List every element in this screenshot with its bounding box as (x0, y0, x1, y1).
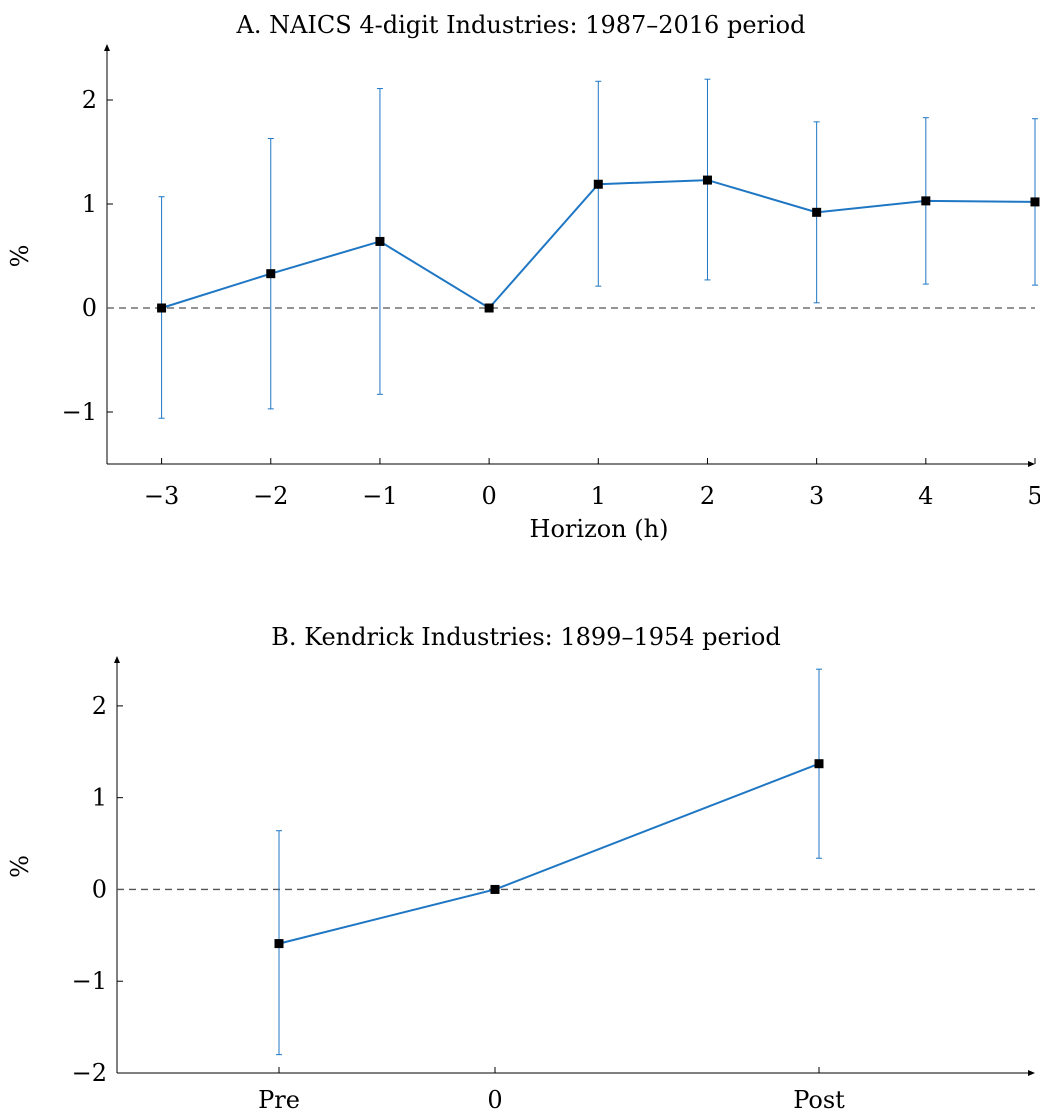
panel-b-y-tick-label: 2 (92, 692, 107, 720)
panel-b-point (814, 759, 824, 769)
panel-a-x-tick-label: 2 (700, 482, 715, 510)
panel-b-y-tick-label: −1 (72, 967, 107, 995)
panel-b-y-tick-label: −2 (72, 1059, 107, 1087)
panel-a-x-tick-label: 1 (591, 482, 606, 510)
panel-b-y-tick-label: 0 (92, 875, 107, 903)
panel-a-point (484, 303, 494, 313)
panel-a: A. NAICS 4-digit Industries: 1987–2016 p… (6, 11, 1040, 543)
panel-b-x-tick-label: Post (793, 1086, 845, 1113)
panel-a-point (812, 207, 822, 217)
panel-a-y-tick-label: 1 (82, 190, 97, 218)
panel-b-y-label: % (6, 855, 34, 878)
panel-b-x-tick-label: 0 (487, 1086, 502, 1113)
panel-b: B. Kendrick Industries: 1899–1954 period… (6, 623, 1035, 1114)
panel-a-y-axis-arrow (104, 44, 110, 51)
panel-b-x-tick-label: Pre (258, 1086, 300, 1113)
panel-a-point (266, 269, 276, 279)
panel-a-point (702, 175, 712, 185)
panel-a-y-tick-label: 2 (82, 86, 97, 114)
panel-a-point (921, 196, 931, 206)
panel-a-point (157, 303, 167, 313)
panel-a-point (1030, 197, 1040, 207)
panel-a-y-tick-label: −1 (62, 398, 97, 426)
panel-a-x-tick-label: 0 (481, 482, 496, 510)
panel-b-point (274, 939, 284, 949)
panel-a-x-tick-label: −3 (144, 482, 179, 510)
panel-b-x-axis-arrow (1028, 1070, 1035, 1076)
panel-b-series-line (278, 762, 820, 945)
panel-a-x-tick-label: −1 (362, 482, 397, 510)
panel-a-x-label: Horizon (h) (530, 515, 669, 543)
panel-b-point (490, 884, 500, 894)
panel-b-y-axis-arrow (114, 656, 120, 663)
panel-a-x-tick-label: −2 (253, 482, 288, 510)
panel-a-point (375, 236, 385, 246)
panel-b-y-tick-label: 1 (92, 784, 107, 812)
panel-a-x-tick-label: 5 (1027, 482, 1040, 510)
panel-a-x-tick-label: 4 (918, 482, 933, 510)
panel-a-x-axis-arrow (1028, 461, 1035, 467)
panel-a-x-tick-label: 3 (809, 482, 824, 510)
panel-a-y-label: % (6, 245, 34, 268)
panel-b-title: B. Kendrick Industries: 1899–1954 period (271, 623, 780, 651)
panel-a-point (593, 179, 603, 189)
panel-a-title: A. NAICS 4-digit Industries: 1987–2016 p… (236, 11, 806, 39)
panel-a-y-tick-label: 0 (82, 294, 97, 322)
